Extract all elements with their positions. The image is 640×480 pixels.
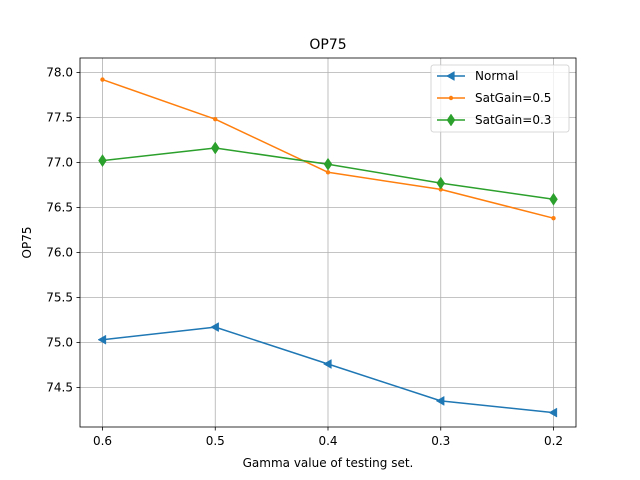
legend-label-satgain-0-5: SatGain=0.5 [475, 91, 551, 105]
legend: Normal SatGain=0.5 SatGain=0.3 [430, 64, 570, 133]
series-satgain-0-5 [100, 77, 556, 221]
legend-marker-normal [445, 71, 455, 81]
legend-label-normal: Normal [475, 69, 518, 83]
data-point-satgain-0-5 [213, 117, 218, 122]
data-point-satgain-0-3 [549, 192, 558, 206]
x-axis-label: Gamma value of testing set. [243, 456, 414, 470]
data-point-normal [97, 334, 107, 345]
x-tick-label: 0.2 [544, 434, 563, 448]
data-point-satgain-0-3 [436, 176, 446, 190]
y-tick-label: 78.0 [46, 65, 73, 79]
y-tick-label: 75.0 [46, 335, 73, 349]
y-tick-label: 75.5 [46, 290, 73, 304]
data-point-satgain-0-3 [210, 141, 220, 155]
data-point-satgain-0-3 [98, 154, 107, 168]
series-satgain-0-3 [98, 141, 558, 206]
y-tick-label: 76.0 [46, 245, 73, 259]
data-point-normal [548, 407, 558, 418]
data-point-satgain-0-3 [323, 157, 333, 171]
y-tick-label: 74.5 [46, 380, 73, 394]
data-point-satgain-0-5 [551, 216, 556, 221]
data-point-satgain-0-5 [100, 77, 105, 82]
y-axis-label: OP75 [20, 227, 34, 259]
series-layer [97, 77, 558, 418]
data-point-normal [435, 395, 445, 406]
x-tick-label: 0.5 [206, 434, 225, 448]
data-point-normal [210, 322, 219, 333]
data-point-satgain-0-5 [325, 170, 331, 175]
x-tick-label: 0.6 [93, 434, 112, 448]
y-tick-label: 77.5 [46, 110, 73, 124]
chart-title: OP75 [309, 37, 346, 53]
x-tick-label: 0.4 [318, 434, 337, 448]
y-tick-label: 77.0 [46, 155, 73, 169]
ticks: 0.6 0.5 0.4 0.3 0.2 74.5 75.0 75.5 76.0 76.5 77.0 7… [46, 65, 563, 448]
x-tick-label: 0.3 [431, 434, 450, 448]
y-tick-label: 76.5 [46, 200, 73, 214]
legend-marker-satgain-0-3 [446, 113, 456, 127]
legend-label-satgain-0-3: SatGain=0.3 [475, 113, 551, 127]
series-normal [97, 322, 558, 418]
data-point-normal [322, 359, 332, 369]
legend-marker-satgain-0-5 [448, 95, 454, 101]
legend-box [430, 64, 570, 133]
